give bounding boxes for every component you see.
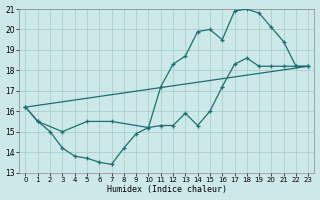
X-axis label: Humidex (Indice chaleur): Humidex (Indice chaleur) <box>107 185 227 194</box>
